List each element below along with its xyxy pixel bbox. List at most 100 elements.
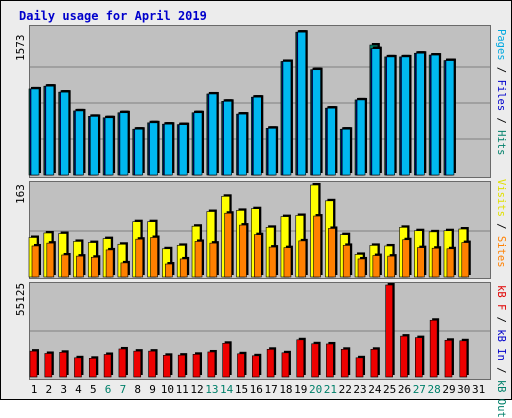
day-label-1: 1 xyxy=(30,383,38,396)
pages-bar-15 xyxy=(238,113,247,176)
sites-bar-12 xyxy=(194,241,203,278)
sites-bar-6 xyxy=(105,249,114,278)
day-label-25: 25 xyxy=(383,383,397,396)
sites-bar-8 xyxy=(135,238,144,278)
kbytes-bar-8 xyxy=(133,350,142,378)
sites-bar-4 xyxy=(76,255,84,278)
day-label-6: 6 xyxy=(104,383,112,396)
pages-bar-11 xyxy=(178,124,188,176)
day-label-30: 30 xyxy=(457,383,471,396)
kbytes-bar-10 xyxy=(163,355,171,378)
pages-bar-29 xyxy=(445,60,455,176)
sites-bar-5 xyxy=(90,256,99,278)
day-label-27: 27 xyxy=(412,383,426,396)
sites-bar-20 xyxy=(313,215,321,278)
sites-bar-24 xyxy=(372,255,381,278)
sites-bar-25 xyxy=(387,255,395,278)
pages-bar-17 xyxy=(267,128,277,176)
pages-bar-19 xyxy=(297,31,307,176)
pages-bar-12 xyxy=(193,112,203,176)
kbytes-bar-24 xyxy=(370,348,379,378)
day-label-31: 31 xyxy=(471,383,486,396)
sites-bar-3 xyxy=(61,254,69,278)
kbytes-bar-9 xyxy=(148,350,156,378)
pages-bar-7 xyxy=(119,112,129,176)
sites-bar-14 xyxy=(224,212,232,278)
kbytes-bar-4 xyxy=(74,357,82,378)
kbytes-bar-7 xyxy=(118,348,127,378)
kbytes-bar-11 xyxy=(177,354,186,378)
sites-bar-30 xyxy=(461,242,470,278)
day-label-7: 7 xyxy=(119,383,127,396)
kbytes-bar-26 xyxy=(400,335,408,378)
pages-bar-6 xyxy=(104,117,114,176)
kbytes-bar-19 xyxy=(296,339,305,378)
kbytes-bar-27 xyxy=(415,337,423,378)
sites-bar-13 xyxy=(209,242,218,278)
pages-bar-2 xyxy=(45,85,55,176)
kbytes-bar-3 xyxy=(59,351,67,378)
day-label-24: 24 xyxy=(368,383,382,396)
sites-bar-28 xyxy=(431,247,440,278)
kbytes-bar-12 xyxy=(192,354,201,378)
day-label-12: 12 xyxy=(190,383,204,396)
day-label-22: 22 xyxy=(338,383,352,396)
pages-bar-18 xyxy=(282,61,292,176)
pages-bar-9 xyxy=(149,122,158,176)
day-label-20: 20 xyxy=(308,383,323,396)
day-label-26: 26 xyxy=(397,383,412,396)
sites-bar-1 xyxy=(31,245,40,278)
kbytes-bar-23 xyxy=(355,357,364,378)
kbytes-bar-25 xyxy=(385,284,393,378)
kbytes-bar-2 xyxy=(44,353,53,378)
sites-bar-17 xyxy=(268,246,277,278)
kbytes-bar-17 xyxy=(266,348,275,378)
pages-bar-4 xyxy=(75,110,84,176)
pages-bar-26 xyxy=(401,56,410,176)
day-label-10: 10 xyxy=(160,383,174,396)
day-label-8: 8 xyxy=(134,383,142,396)
pages-bar-3 xyxy=(60,91,69,176)
pages-bar-28 xyxy=(430,54,440,176)
day-label-21: 21 xyxy=(323,383,338,396)
sites-bar-23 xyxy=(357,258,366,278)
day-label-15: 15 xyxy=(234,383,249,396)
kbytes-bar-22 xyxy=(340,348,349,378)
pages-bar-25 xyxy=(386,56,395,176)
day-label-17: 17 xyxy=(264,383,278,396)
sites-bar-21 xyxy=(328,228,336,278)
pages-bar-21 xyxy=(327,107,336,176)
sites-bar-29 xyxy=(446,248,455,278)
sites-bar-15 xyxy=(239,224,247,278)
sites-bar-27 xyxy=(417,247,425,278)
day-label-23: 23 xyxy=(353,383,367,396)
kbytes-bar-20 xyxy=(311,343,319,378)
kbytes-bar-21 xyxy=(326,343,334,378)
kbytes-bar-1 xyxy=(29,350,38,378)
kbytes-bar-18 xyxy=(281,352,290,378)
pages-bar-8 xyxy=(134,128,144,176)
kbytes-bar-6 xyxy=(103,354,112,378)
pages-bar-20 xyxy=(312,69,321,176)
pages-bar-13 xyxy=(208,93,218,176)
kbytes-bar-28 xyxy=(429,319,438,378)
pages-bar-24 xyxy=(371,48,381,176)
sites-bar-9 xyxy=(150,237,158,278)
kbytes-bar-16 xyxy=(252,355,260,378)
day-label-4: 4 xyxy=(75,383,82,396)
sites-bar-2 xyxy=(46,242,55,278)
pages-bar-23 xyxy=(356,99,366,176)
pages-bar-5 xyxy=(89,116,99,176)
kbytes-bar-30 xyxy=(459,340,468,378)
sites-bar-26 xyxy=(402,239,410,278)
day-label-14: 14 xyxy=(220,383,234,396)
sites-bar-19 xyxy=(298,240,307,278)
sites-bar-16 xyxy=(254,234,262,278)
day-label-11: 11 xyxy=(175,383,189,396)
kbytes-bar-14 xyxy=(222,342,230,378)
day-label-2: 2 xyxy=(45,383,53,396)
pages-bar-14 xyxy=(223,101,232,176)
kbytes-bar-13 xyxy=(207,351,216,378)
kbytes-bar-15 xyxy=(237,353,245,378)
